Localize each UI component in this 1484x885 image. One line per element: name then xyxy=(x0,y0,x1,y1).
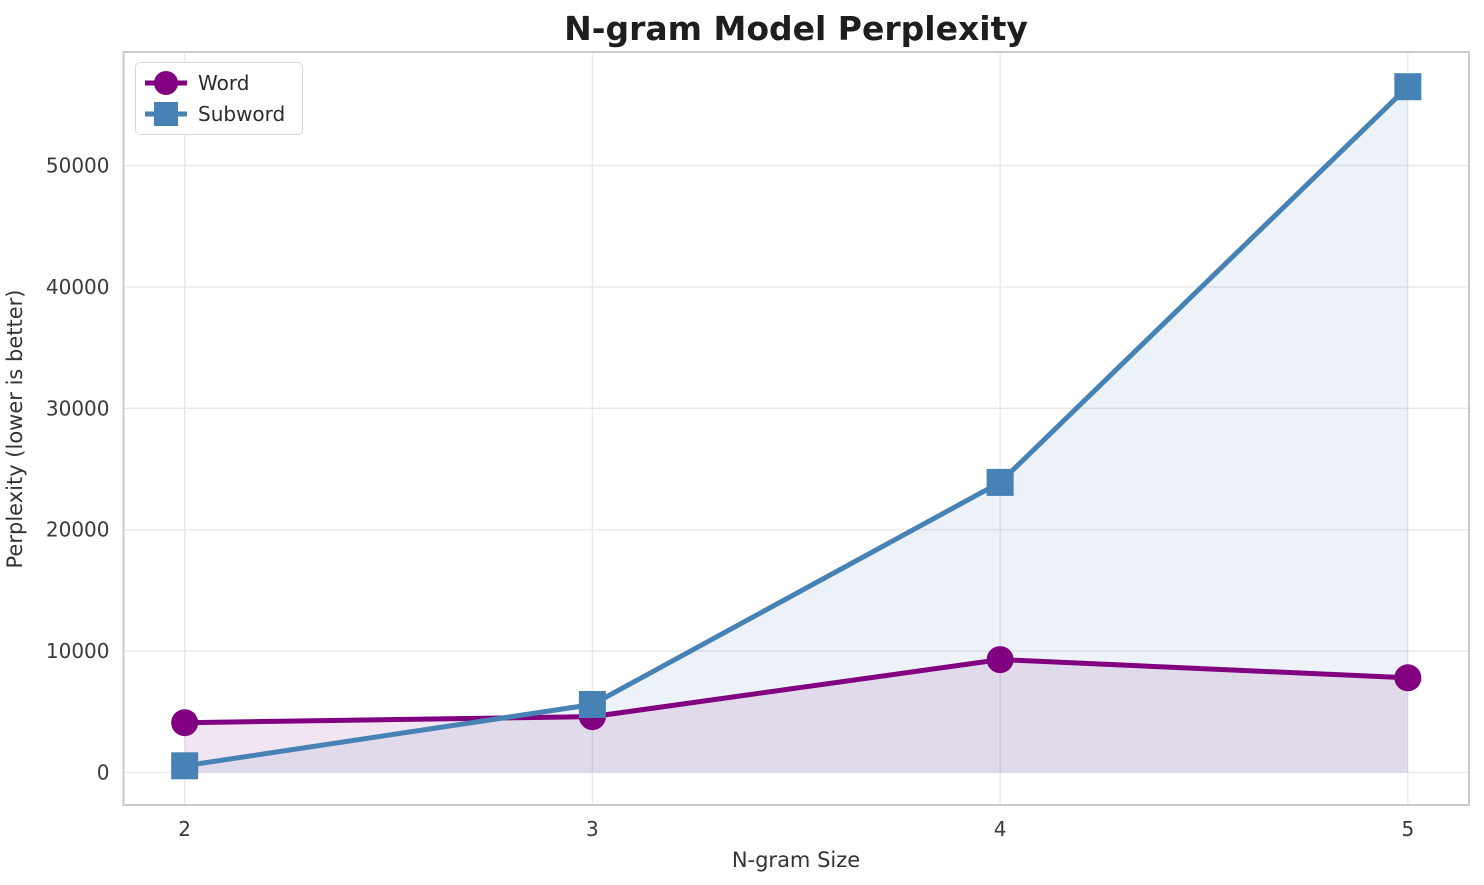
subword-data-point xyxy=(1394,73,1422,101)
word-series-marker-icon xyxy=(145,70,187,95)
plot-area: 0 10000 20000 30000 40000 50000 2 3 4 5 xyxy=(46,51,1470,841)
legend-label-subword: Subword xyxy=(198,101,286,126)
subword-series-line xyxy=(182,84,1411,769)
x-tick-label: 4 xyxy=(994,817,1007,841)
subword-series-marker-icon xyxy=(145,101,187,126)
word-data-point xyxy=(171,709,199,737)
y-tick-label: 10000 xyxy=(46,639,110,663)
y-axis-label: Perplexity (lower is better) xyxy=(3,290,27,569)
legend: Word Subword xyxy=(135,62,303,135)
y-tick-label: 20000 xyxy=(46,518,110,542)
y-tick-label: 50000 xyxy=(46,154,110,178)
subword-data-point xyxy=(171,752,199,780)
subword-data-point xyxy=(986,468,1014,496)
subword-series-area xyxy=(184,86,1408,773)
chart-title: N-gram Model Perplexity xyxy=(564,9,1028,48)
word-series-line xyxy=(182,657,1411,726)
x-tick-label: 3 xyxy=(586,817,599,841)
legend-label-word: Word xyxy=(198,70,250,95)
legend-item-word: Word xyxy=(143,67,292,98)
word-series-area xyxy=(184,659,1408,773)
word-data-point xyxy=(1394,664,1422,692)
y-tick-label: 30000 xyxy=(46,396,110,420)
legend-item-subword: Subword xyxy=(143,98,292,129)
x-tick-label: 5 xyxy=(1401,817,1414,841)
plot-border xyxy=(122,51,1470,806)
x-axis-label: N-gram Size xyxy=(732,848,860,872)
y-tick-label: 40000 xyxy=(46,275,110,299)
y-tick-label: 0 xyxy=(97,760,110,784)
word-data-point xyxy=(986,646,1014,674)
subword-data-point xyxy=(578,691,606,719)
x-tick-label: 2 xyxy=(178,817,191,841)
